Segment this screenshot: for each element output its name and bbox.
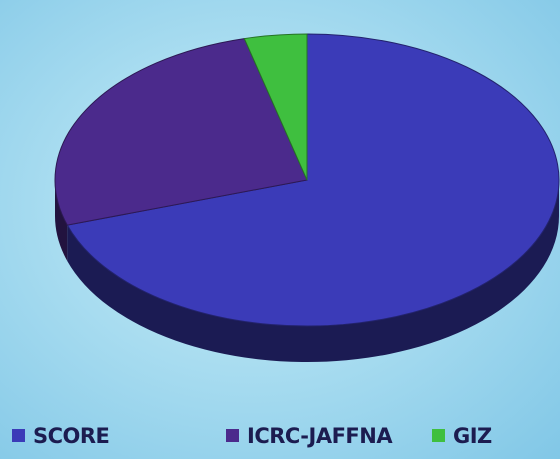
legend-swatch: [12, 429, 25, 442]
pie: [54, 33, 560, 363]
legend: SCORE ICRC-JAFFNA GIZ: [12, 424, 493, 448]
legend-label: GIZ: [453, 424, 492, 448]
slice: [66, 33, 560, 327]
slice-side: [55, 180, 68, 262]
legend-label: SCORE: [33, 424, 109, 448]
legend-swatch: [432, 429, 445, 442]
slice: [243, 33, 308, 181]
legend-swatch: [226, 429, 239, 442]
slice-side: [67, 180, 560, 363]
legend-label: ICRC-JAFFNA: [247, 424, 393, 448]
slice: [54, 38, 308, 226]
